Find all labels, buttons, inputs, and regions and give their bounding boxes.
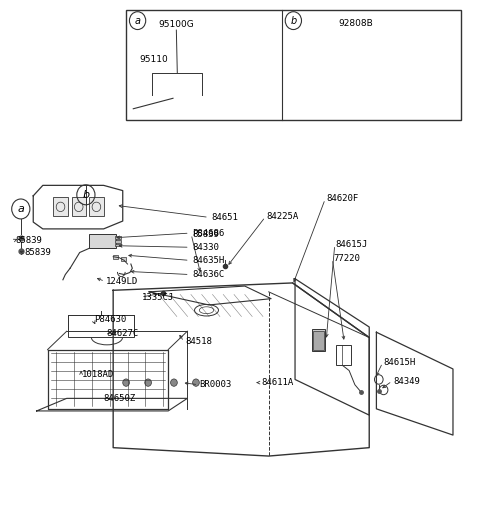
Bar: [121, 257, 126, 261]
Bar: [68, 316, 134, 338]
Text: 77220: 77220: [333, 254, 360, 264]
Text: 84627C: 84627C: [106, 329, 138, 338]
Bar: [53, 197, 68, 216]
Text: a: a: [134, 16, 141, 26]
Text: P84686: P84686: [192, 229, 224, 238]
Bar: [89, 197, 104, 216]
Text: 85839: 85839: [192, 230, 219, 239]
Text: b: b: [290, 16, 297, 26]
Bar: [115, 236, 121, 239]
Bar: [126, 10, 461, 120]
Text: 84611A: 84611A: [262, 378, 294, 387]
Text: 84330: 84330: [192, 243, 219, 252]
Text: 1018AD: 1018AD: [82, 370, 114, 379]
Text: 84615H: 84615H: [384, 358, 416, 367]
Text: BR0003: BR0003: [199, 380, 231, 389]
Bar: [113, 255, 118, 259]
Text: 95110: 95110: [140, 55, 168, 65]
Bar: [89, 234, 116, 248]
Text: 85839: 85839: [24, 248, 51, 257]
Bar: [72, 197, 86, 216]
Text: 84650Z: 84650Z: [104, 394, 136, 403]
Text: 84615J: 84615J: [336, 240, 368, 249]
Bar: [313, 331, 324, 350]
Circle shape: [145, 379, 152, 386]
Circle shape: [192, 379, 199, 386]
Bar: [312, 329, 325, 351]
Text: 1335CJ: 1335CJ: [142, 292, 174, 301]
Text: 84349: 84349: [393, 377, 420, 386]
Text: 84651: 84651: [211, 213, 238, 222]
Text: 84636C: 84636C: [192, 270, 224, 279]
Text: 92808B: 92808B: [339, 19, 373, 28]
Text: 84635H: 84635H: [192, 256, 224, 265]
Text: 84518: 84518: [185, 337, 212, 346]
Text: 95100G: 95100G: [158, 21, 194, 29]
Circle shape: [123, 379, 130, 386]
Bar: [336, 346, 351, 365]
Text: b: b: [83, 190, 89, 200]
Circle shape: [170, 379, 177, 386]
Bar: [115, 244, 121, 246]
Text: a: a: [17, 204, 24, 214]
Bar: [115, 240, 121, 242]
Text: 84620F: 84620F: [326, 195, 359, 204]
Text: 1249LD: 1249LD: [106, 277, 138, 286]
Text: 84225A: 84225A: [266, 213, 299, 221]
Text: P84630: P84630: [94, 315, 126, 324]
Text: 85839: 85839: [15, 236, 42, 245]
